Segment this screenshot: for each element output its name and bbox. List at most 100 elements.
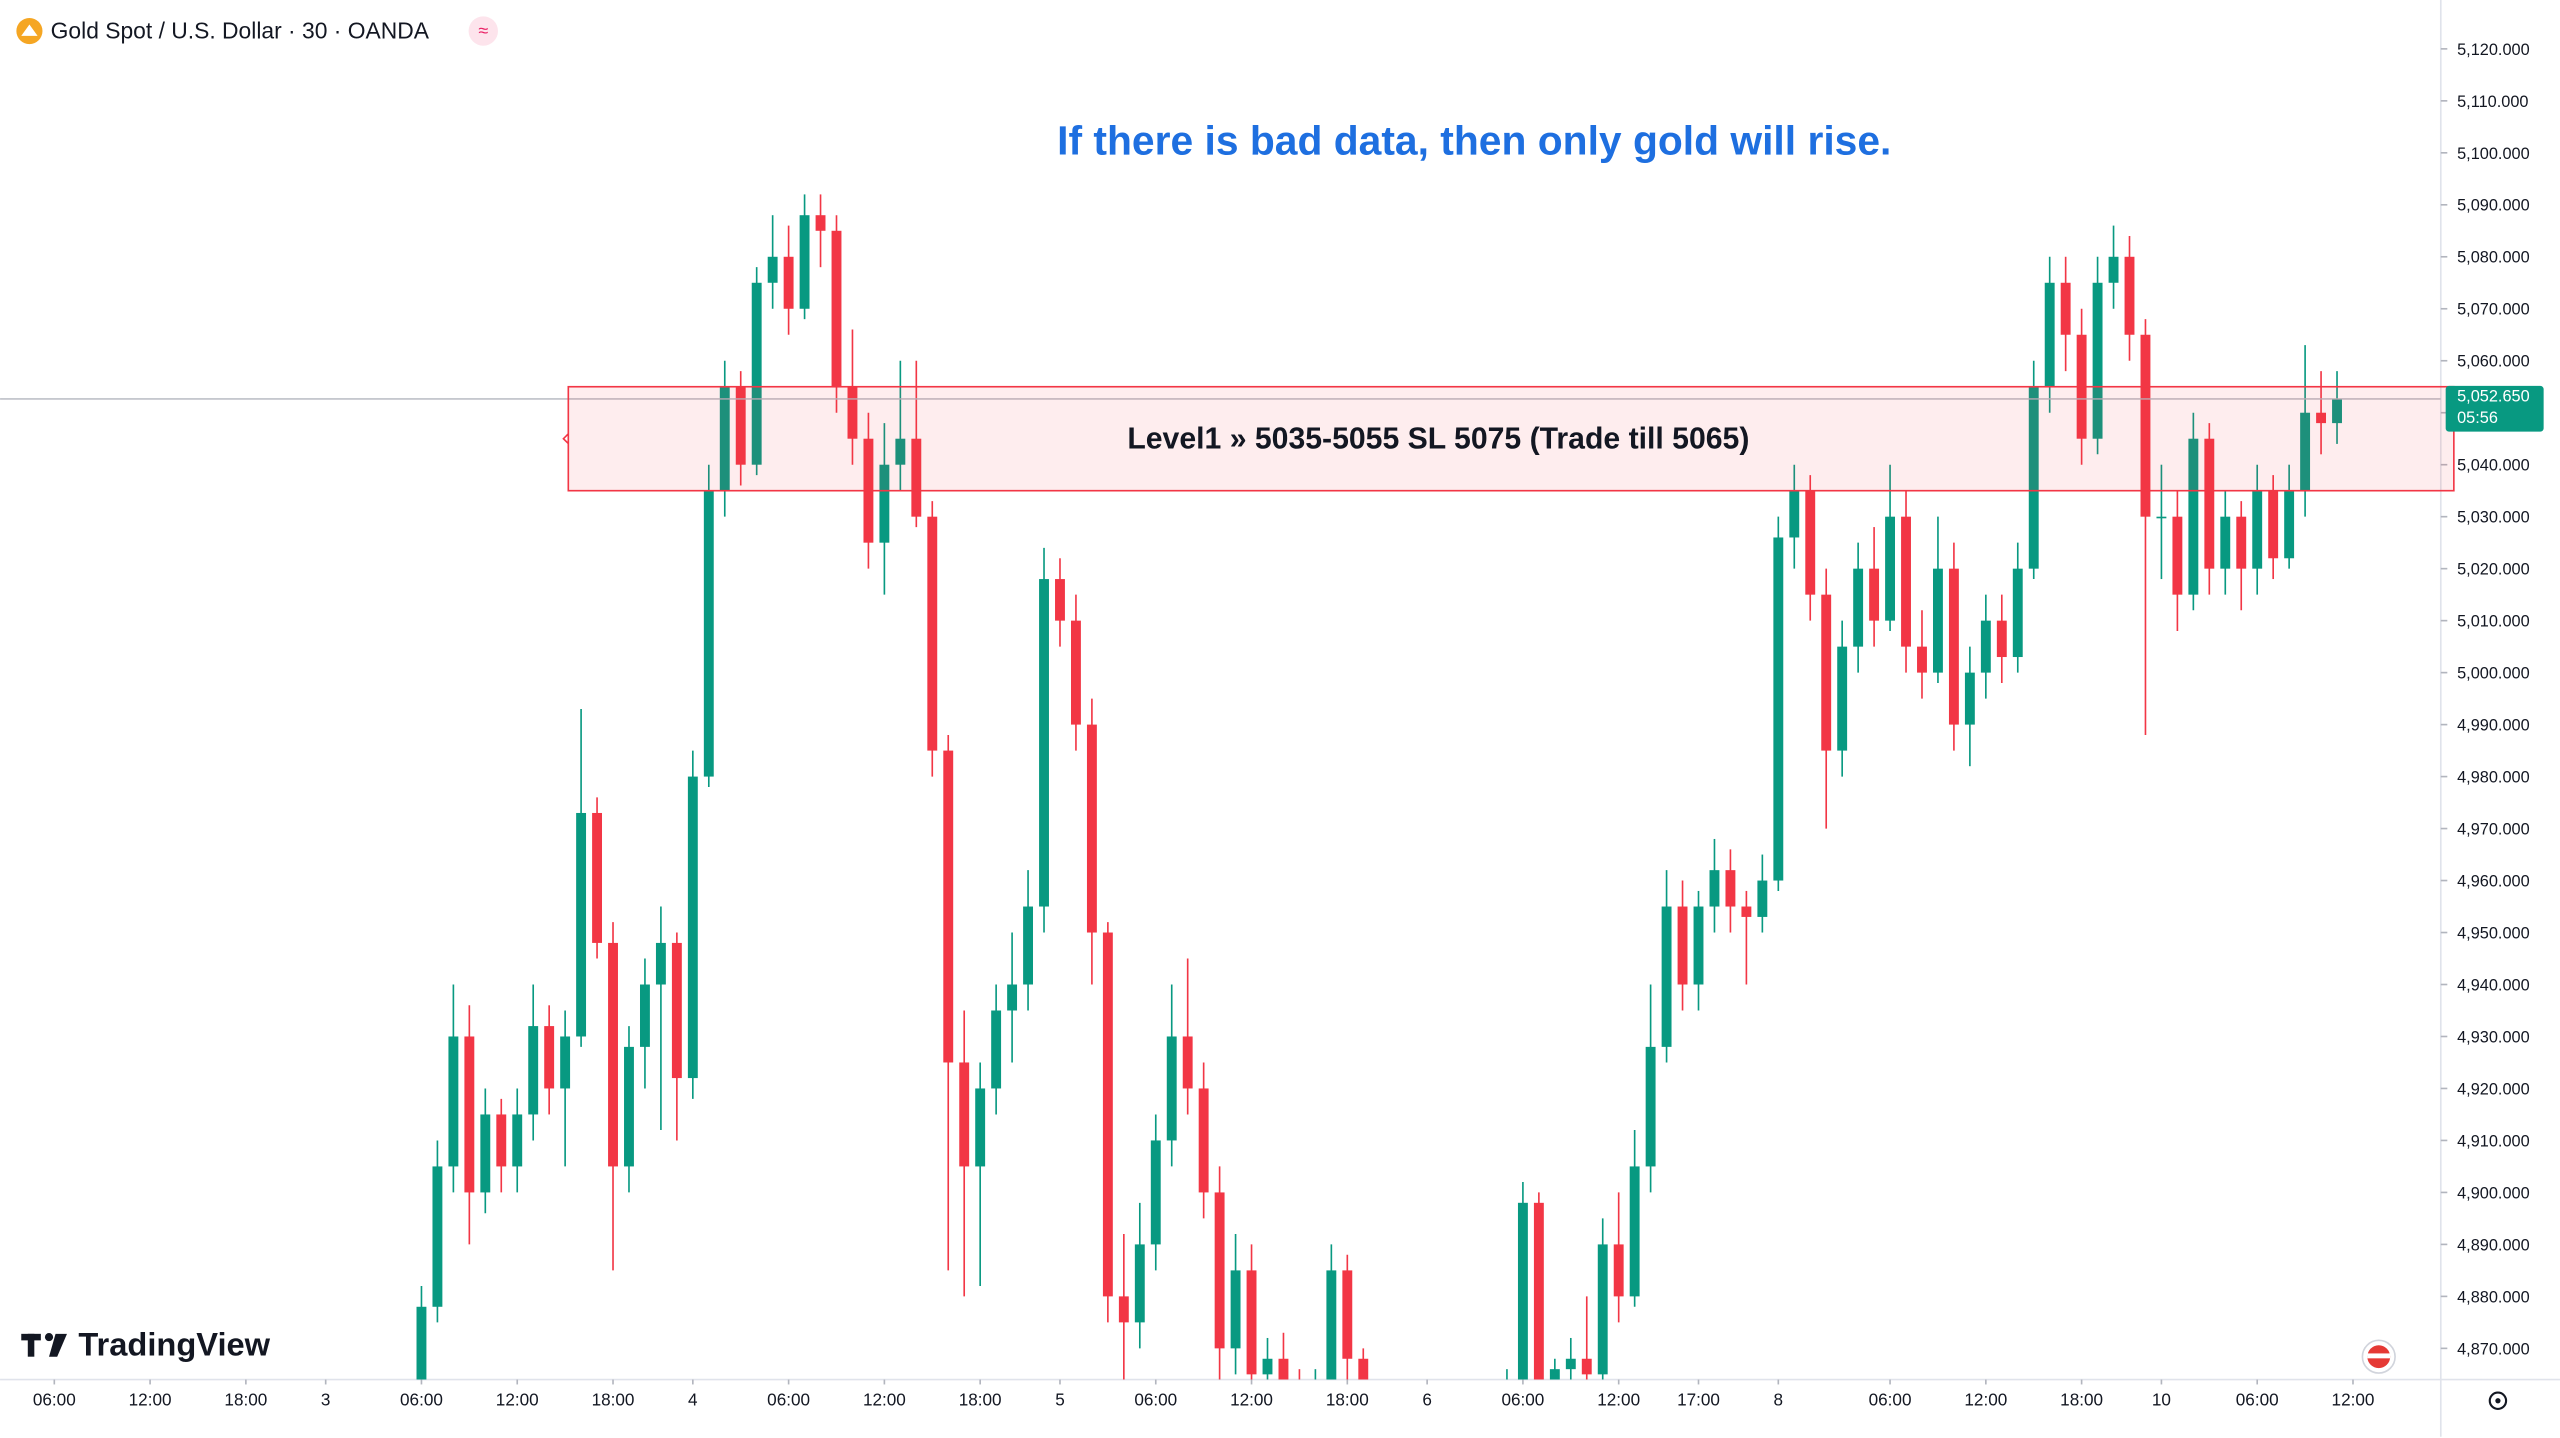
- candle-body: [783, 256, 794, 309]
- candle-body: [1118, 1296, 1129, 1323]
- candle-body: [1565, 1358, 1576, 1370]
- candle-body: [895, 438, 906, 465]
- candle-body: [1246, 1270, 1257, 1375]
- candle-body: [1773, 537, 1784, 881]
- candle-body: [1917, 646, 1927, 673]
- candle-body: [1549, 1369, 1560, 1380]
- candle-body: [512, 1114, 523, 1167]
- candle-body: [1932, 568, 1943, 673]
- candle-body: [432, 1166, 443, 1307]
- candle-body: [2220, 516, 2231, 569]
- candle-body: [767, 256, 778, 283]
- candle-body: [2044, 282, 2055, 387]
- y-tick-label: 4,920.000: [2457, 1080, 2530, 1098]
- candle-body: [544, 1026, 555, 1089]
- x-tick-label: 12:00: [2332, 1389, 2375, 1409]
- candle-body: [1789, 490, 1800, 538]
- candle-body: [1613, 1244, 1624, 1297]
- candle-body: [2236, 516, 2247, 569]
- y-tick-label: 4,880.000: [2457, 1288, 2530, 1306]
- candle-body: [576, 812, 587, 1037]
- candle-body: [2012, 568, 2023, 658]
- candle-body: [975, 1088, 986, 1167]
- candle-body: [1533, 1202, 1544, 1380]
- y-tick-label: 5,100.000: [2457, 145, 2530, 163]
- x-tick-label: 5: [1055, 1389, 1065, 1409]
- zone-label: Level1 » 5035-5055 SL 5075 (Trade till 5…: [1127, 422, 1749, 455]
- x-tick-label: 12:00: [129, 1389, 172, 1409]
- x-tick-label: 06:00: [33, 1389, 76, 1409]
- candle-body: [911, 438, 922, 517]
- candle-body: [1885, 516, 1896, 621]
- watermark: TradingView: [78, 1326, 270, 1363]
- candle-body: [416, 1306, 427, 1380]
- candle-body: [1805, 490, 1816, 595]
- candle-body: [1661, 906, 1672, 1047]
- candle-body: [1725, 870, 1736, 907]
- y-tick-label: 4,900.000: [2457, 1184, 2530, 1202]
- candle-body: [1869, 568, 1880, 621]
- candle-body: [2252, 490, 2263, 569]
- candle-body: [1741, 906, 1752, 917]
- candle-body: [2316, 412, 2327, 424]
- x-tick-label: 3: [321, 1389, 331, 1409]
- x-tick-label: 18:00: [1326, 1389, 1369, 1409]
- candle-body: [1837, 646, 1848, 751]
- candle-body: [1581, 1358, 1592, 1375]
- x-tick-label: 6: [1422, 1389, 1432, 1409]
- settings-icon[interactable]: [2488, 1391, 2508, 1411]
- y-tick-label: 4,930.000: [2457, 1028, 2530, 1046]
- candle-body: [2124, 256, 2135, 335]
- candle-body: [2092, 282, 2103, 439]
- candle-body: [1055, 579, 1065, 621]
- x-tick-label: 18:00: [224, 1389, 267, 1409]
- y-tick-label: 4,960.000: [2457, 872, 2530, 890]
- x-tick-label: 4: [688, 1389, 698, 1409]
- y-tick-label: 5,040.000: [2457, 457, 2530, 475]
- candle-body: [687, 776, 698, 1079]
- y-tick-label: 4,980.000: [2457, 769, 2530, 787]
- candle-body: [2332, 398, 2342, 424]
- zone: [567, 385, 2455, 492]
- symbol-icon-glyph: [21, 24, 38, 36]
- candle-body: [671, 942, 682, 1079]
- x-tick-label: 17:00: [1677, 1389, 1720, 1409]
- x-tick-label: 06:00: [1134, 1389, 1177, 1409]
- candle-body: [1007, 984, 1018, 1011]
- candle-body: [1948, 568, 1959, 725]
- x-tick-label: 18:00: [592, 1389, 635, 1409]
- candle-body: [2284, 490, 2295, 559]
- candle-body: [464, 1036, 475, 1193]
- y-tick-label: 5,070.000: [2457, 301, 2530, 319]
- x-tick-label: 18:00: [959, 1389, 1002, 1409]
- candle-body: [1677, 906, 1688, 985]
- candle-body: [1693, 906, 1704, 985]
- y-tick-label: 5,000.000: [2457, 665, 2530, 683]
- candle-body: [735, 386, 746, 465]
- status-badge-glyph: ≈: [478, 21, 488, 41]
- candle-body: [1278, 1358, 1289, 1380]
- candle-body: [655, 942, 666, 985]
- annotation: If there is bad data, then only gold wil…: [1057, 117, 1891, 163]
- x-tick-label: 12:00: [496, 1389, 539, 1409]
- chart-title: Gold Spot / U.S. Dollar · 30 · OANDA: [51, 18, 430, 44]
- x-tick-label: 8: [1774, 1389, 1784, 1409]
- candle-body: [751, 282, 762, 465]
- candle-body: [1964, 672, 1975, 725]
- candle-body: [1709, 870, 1720, 907]
- candle-body: [1358, 1358, 1369, 1380]
- status-badge: [468, 16, 498, 46]
- y-tick-label: 4,950.000: [2457, 924, 2530, 942]
- candle-body: [1757, 880, 1768, 917]
- candle-body: [448, 1036, 459, 1167]
- candle-body: [2172, 516, 2183, 595]
- candle-body: [1342, 1270, 1353, 1359]
- y-tick-label: 4,890.000: [2457, 1236, 2530, 1254]
- candle-body: [2300, 412, 2311, 491]
- x-tick-label: 06:00: [400, 1389, 443, 1409]
- y-tick-label: 5,090.000: [2457, 197, 2530, 215]
- candle-body: [943, 750, 954, 1063]
